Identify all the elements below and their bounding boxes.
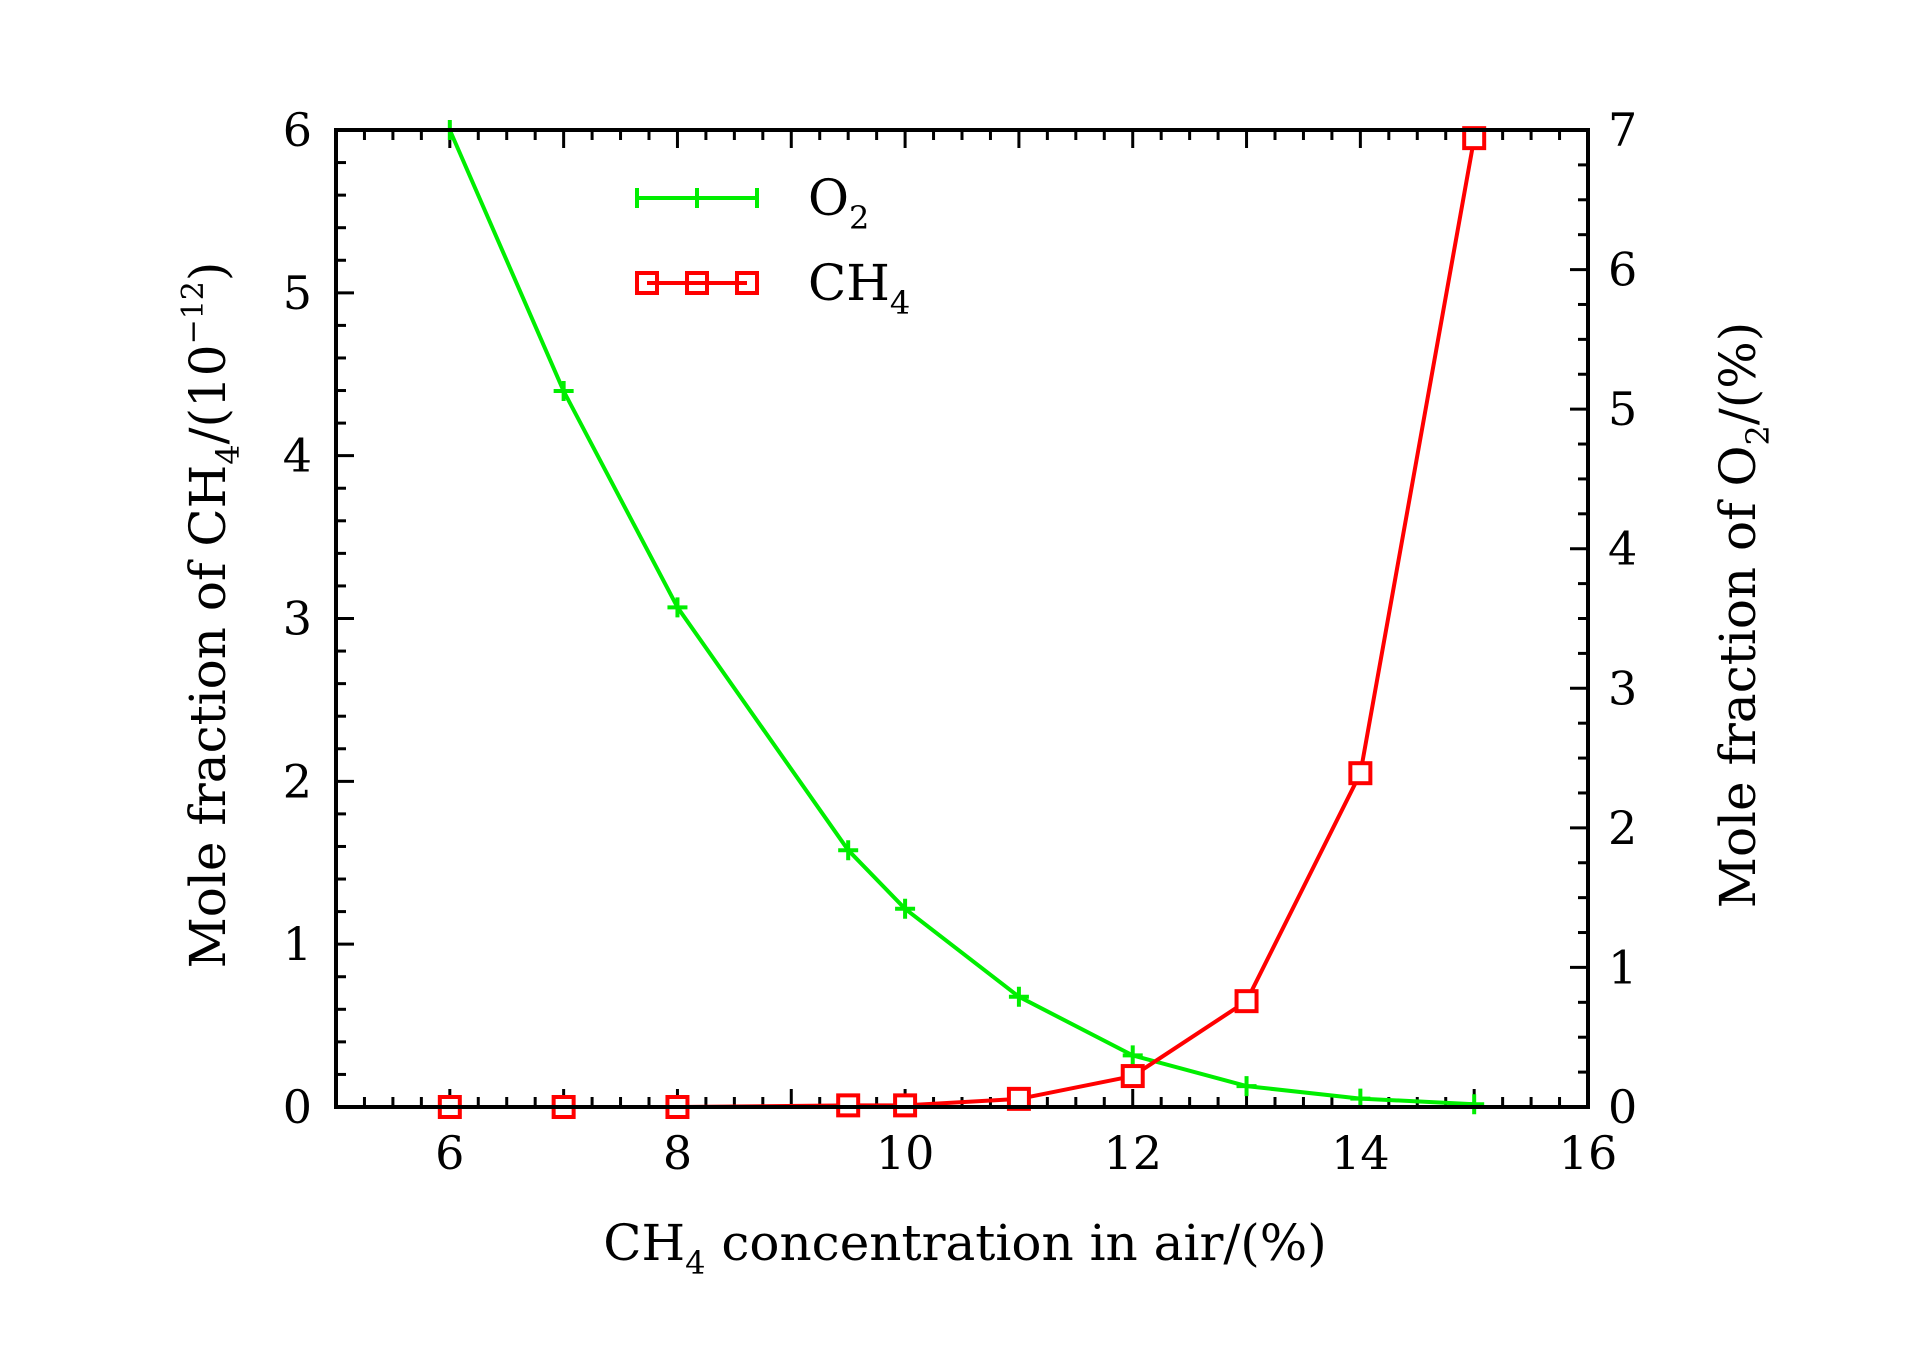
y-axis-title-left: Mole fraction of CH4/(10−12) xyxy=(176,262,247,969)
y-tick-label-right: 6 xyxy=(1608,243,1637,297)
data-point xyxy=(1348,761,1373,786)
legend: O2 CH4 xyxy=(635,169,910,322)
data-point xyxy=(1120,1064,1145,1089)
axis-ticks xyxy=(334,128,1590,1109)
y-tick-label-right: 0 xyxy=(1608,1080,1637,1134)
legend-marker-ch4 xyxy=(685,271,709,295)
series-layer xyxy=(437,120,1487,1119)
y-tick-label-right: 4 xyxy=(1608,522,1637,576)
y-tick-label-left: 4 xyxy=(283,429,312,483)
data-point xyxy=(553,380,574,401)
x-tick-label: 6 xyxy=(435,1126,464,1180)
y-tick-label-left: 1 xyxy=(283,917,312,971)
data-point xyxy=(1236,1076,1257,1097)
series-line xyxy=(449,137,1477,1109)
legend-item-o2: O2 xyxy=(635,169,869,237)
y-tick-label-right: 3 xyxy=(1608,661,1637,715)
legend-item-ch4: CH4 xyxy=(635,254,910,322)
x-tick-label: 14 xyxy=(1331,1126,1390,1180)
x-tick-label: 8 xyxy=(663,1126,692,1180)
legend-label-o2: O2 xyxy=(808,169,869,237)
y-axis-title-right: Mole fraction of O2/(%) xyxy=(1709,322,1777,909)
legend-marker-ch4 xyxy=(735,271,759,295)
y-tick-label-left: 5 xyxy=(283,266,312,320)
data-point xyxy=(1234,989,1259,1014)
y-tick-label-right: 5 xyxy=(1608,382,1637,436)
y-tick-label-left: 6 xyxy=(283,103,312,157)
y-tick-label-left: 3 xyxy=(283,592,312,646)
y-tick-label-right: 2 xyxy=(1608,801,1637,855)
data-point xyxy=(1464,1094,1485,1115)
y-tick-label-left: 0 xyxy=(283,1080,312,1134)
x-tick-label: 12 xyxy=(1103,1126,1162,1180)
series-line xyxy=(447,129,1475,1107)
y-tick-label-right: 7 xyxy=(1608,103,1637,157)
data-point xyxy=(667,597,688,618)
legend-marker-ch4 xyxy=(635,271,659,295)
data-point xyxy=(1008,986,1029,1007)
x-tick-label: 16 xyxy=(1559,1126,1618,1180)
legend-label-ch4: CH4 xyxy=(808,254,910,322)
legend-marker-o2 xyxy=(635,188,759,208)
plot-frame xyxy=(334,128,1590,1109)
x-tick-label: 10 xyxy=(876,1126,935,1180)
y-tick-label-right: 1 xyxy=(1608,940,1637,994)
y-tick-label-left: 2 xyxy=(283,754,312,808)
x-axis-title: CH4 concentration in air/(%) xyxy=(603,1214,1326,1282)
data-point xyxy=(838,840,859,861)
series-1 xyxy=(437,126,1487,1119)
series-0 xyxy=(439,120,1485,1115)
data-point xyxy=(895,898,916,919)
data-point xyxy=(1122,1045,1143,1066)
